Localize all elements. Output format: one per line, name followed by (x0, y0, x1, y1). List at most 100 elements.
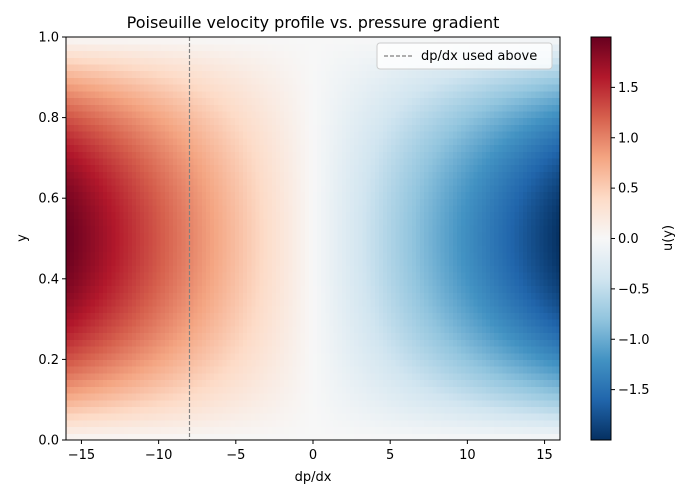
heatmap-cell (66, 198, 71, 206)
heatmap-cell (78, 191, 84, 199)
heatmap-cell (477, 352, 483, 360)
heatmap-cell (329, 272, 335, 280)
heatmap-cell (86, 191, 92, 199)
heatmap-cell (90, 372, 96, 381)
heatmap-cell (547, 238, 553, 246)
heatmap-cell (103, 386, 108, 394)
heatmap-cell (551, 359, 557, 367)
heatmap-cell (66, 272, 71, 280)
heatmap-cell (107, 413, 112, 421)
heatmap-cell (197, 164, 203, 172)
heatmap-cell (522, 359, 528, 367)
heatmap-cell (531, 406, 536, 414)
heatmap-cell (481, 332, 487, 340)
heatmap-cell (255, 198, 261, 206)
heatmap-cell (164, 386, 170, 394)
heatmap-cell (230, 231, 236, 240)
heatmap-cell (317, 305, 322, 313)
heatmap-cell (502, 345, 508, 354)
heatmap-cell (168, 178, 174, 186)
heatmap-cell (226, 325, 232, 334)
heatmap-cell (354, 319, 359, 327)
heatmap-cell (444, 225, 450, 233)
heatmap-cell (185, 399, 191, 408)
heatmap-cell (387, 204, 392, 213)
heatmap-cell (205, 245, 211, 253)
heatmap-cell (366, 392, 372, 401)
heatmap-cell (481, 238, 487, 246)
heatmap-cell (436, 413, 442, 421)
heatmap-cell (551, 218, 557, 226)
heatmap-cell (222, 285, 228, 293)
heatmap-cell (498, 352, 503, 360)
heatmap-cell (119, 171, 125, 179)
heatmap-cell (469, 178, 475, 186)
heatmap-cell (271, 332, 277, 340)
heatmap-cell (506, 345, 512, 354)
heatmap-cell (399, 272, 405, 280)
heatmap-cell (374, 372, 380, 381)
heatmap-cell (432, 204, 438, 213)
heatmap-cell (98, 305, 104, 313)
heatmap-cell (325, 406, 331, 414)
heatmap-cell (82, 198, 88, 206)
heatmap-cell (522, 386, 528, 394)
heatmap-cell (399, 352, 405, 360)
heatmap-cell (98, 157, 104, 166)
heatmap-cell (391, 211, 396, 219)
heatmap-cell (107, 285, 112, 293)
heatmap-cell (234, 225, 240, 233)
heatmap-cell (494, 339, 499, 347)
heatmap-cell (551, 399, 557, 408)
heatmap-cell (185, 345, 191, 354)
heatmap-cell (86, 406, 92, 414)
heatmap-cell (197, 204, 203, 213)
heatmap-cell (156, 238, 162, 246)
heatmap-cell (173, 265, 178, 273)
heatmap-cell (387, 184, 392, 193)
heatmap-cell (535, 164, 541, 172)
heatmap-cell (502, 433, 508, 440)
heatmap-cell (547, 366, 553, 374)
heatmap-cell (280, 386, 285, 394)
heatmap-cell (247, 372, 252, 381)
heatmap-cell (185, 392, 191, 401)
heatmap-cell (358, 379, 363, 387)
heatmap-cell (160, 419, 166, 428)
heatmap-field (66, 37, 560, 440)
heatmap-cell (551, 191, 557, 199)
heatmap-cell (255, 399, 261, 408)
heatmap-cell (123, 231, 129, 240)
heatmap-cell (119, 184, 125, 193)
heatmap-cell (90, 245, 96, 253)
heatmap-cell (234, 419, 240, 428)
heatmap-cell (177, 332, 182, 340)
heatmap-cell (98, 426, 104, 434)
heatmap-cell (555, 171, 560, 179)
heatmap-cell (378, 413, 384, 421)
heatmap-cell (263, 392, 269, 401)
heatmap-cell (321, 204, 326, 213)
heatmap-cell (358, 285, 363, 293)
heatmap-cell (551, 386, 557, 394)
heatmap-cell (304, 191, 310, 199)
heatmap-cell (267, 359, 273, 367)
heatmap-cell (407, 406, 413, 414)
heatmap-cell (514, 325, 520, 334)
heatmap-cell (465, 325, 471, 334)
heatmap-cell (243, 171, 248, 179)
heatmap-cell (370, 366, 376, 374)
heatmap-cell (140, 332, 145, 340)
heatmap-cell (82, 413, 88, 421)
heatmap-cell (337, 419, 343, 428)
heatmap-cell (411, 413, 417, 421)
heatmap-cell (350, 164, 355, 172)
heatmap-cell (238, 406, 244, 414)
heatmap-cell (123, 204, 129, 213)
heatmap-cell (494, 399, 499, 408)
heatmap-cell (366, 184, 372, 193)
heatmap-cell (411, 245, 417, 253)
heatmap-cell (494, 211, 499, 219)
heatmap-cell (490, 372, 495, 381)
heatmap-cell (255, 319, 261, 327)
